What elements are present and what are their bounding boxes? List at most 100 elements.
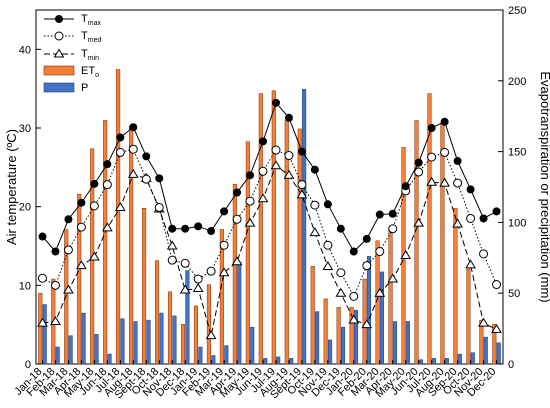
bar-eto [116, 69, 121, 365]
point-tmed [193, 274, 203, 284]
legend-p-swatch [43, 82, 75, 93]
bar-eto [193, 305, 199, 365]
point-tmin [166, 240, 178, 250]
bar-p [379, 271, 385, 365]
bar-eto [479, 319, 484, 365]
point-tmax [129, 123, 138, 132]
bar-eto [180, 324, 186, 365]
bar-eto [232, 183, 237, 365]
series-line-tmax [42, 101, 497, 253]
legend-item-tmax: Tmax [44, 13, 101, 27]
y-axis-title: Air temperature (ºC) [4, 129, 19, 245]
point-tmed [388, 224, 398, 234]
point-tmin [465, 259, 476, 269]
bar-eto [453, 207, 458, 365]
point-tmed [128, 144, 138, 154]
point-tmin [88, 251, 100, 261]
point-tmax [168, 224, 177, 233]
y-tick-label: 10 [19, 280, 31, 292]
point-tmed [492, 280, 502, 290]
y-tick-label: 0 [25, 359, 31, 371]
point-tmin [348, 314, 360, 324]
bar-eto [38, 292, 43, 365]
point-tmin [426, 176, 438, 186]
point-tmax [38, 232, 47, 241]
point-tmin [452, 218, 463, 228]
point-tmax [207, 227, 216, 236]
bar-eto [142, 207, 147, 365]
point-tmax [90, 179, 99, 188]
point-tmed [180, 258, 190, 268]
point-tmin [37, 317, 48, 327]
point-tmax [246, 171, 255, 180]
point-tmed [310, 200, 320, 210]
point-tmin [270, 160, 282, 170]
point-tmax [284, 113, 293, 122]
bar-p [457, 353, 462, 365]
bar-p [263, 358, 268, 365]
bar-eto [167, 291, 173, 365]
bar-p [418, 359, 423, 365]
point-tmin [413, 217, 425, 227]
point-tmed [362, 261, 372, 271]
bar-eto [129, 125, 134, 365]
y2-tick-label: 200 [508, 76, 526, 88]
bar-eto [297, 128, 302, 365]
bar-p [431, 358, 436, 365]
bar-p [483, 336, 488, 365]
bar-eto [466, 268, 471, 365]
legend-item-eto: ETo [43, 65, 99, 79]
bar-p [496, 342, 501, 365]
point-tmin [76, 260, 87, 270]
bar-eto [77, 193, 82, 365]
point-tmin [478, 317, 489, 327]
bar-p [328, 339, 333, 365]
point-tmax [220, 207, 229, 216]
legend-item-tmin: Tmin [44, 48, 99, 62]
bar-p [172, 315, 177, 365]
point-tmin [296, 189, 308, 199]
bar-p [55, 346, 60, 365]
point-tmed [141, 174, 151, 184]
point-tmed [102, 180, 112, 190]
point-tmed [349, 291, 359, 301]
bar-p [276, 356, 281, 365]
legend-tmed-label: Tmed [81, 30, 101, 44]
legend-item-p: P [43, 82, 88, 94]
point-tmed [323, 240, 333, 250]
y-tick-label: 20 [19, 202, 31, 214]
point-tmin [218, 267, 230, 277]
bar-eto [245, 141, 250, 365]
point-tmed [466, 213, 476, 223]
legend-item-tmed: Tmed [44, 30, 101, 44]
legend-p-label: P [81, 82, 88, 94]
bar-eto [219, 229, 224, 365]
bar-eto [64, 229, 69, 365]
point-tmed [37, 273, 47, 283]
point-tmin [322, 260, 334, 270]
y2-tick-label: 100 [508, 217, 526, 229]
bar-eto [154, 260, 160, 365]
point-tmed [89, 201, 99, 211]
point-tmax [375, 210, 384, 219]
point-tmax [336, 224, 345, 233]
plot-area [35, 9, 504, 365]
point-tmed [50, 280, 60, 290]
bar-p [42, 304, 47, 365]
y2-axis-title: Evapotranspiration or precipitation (mm) [538, 71, 550, 302]
bar-p [289, 358, 294, 365]
legend-eto-swatch [43, 65, 75, 76]
bar-p [340, 326, 346, 365]
point-tmin [244, 217, 256, 227]
bar-p [353, 309, 359, 365]
point-tmax [181, 224, 190, 233]
point-tmed [271, 145, 281, 155]
bar-eto [388, 227, 393, 365]
bar-p [302, 89, 307, 365]
bar-eto [414, 120, 419, 365]
point-tmax [310, 165, 319, 174]
point-tmin [361, 319, 373, 329]
bar-eto [427, 93, 432, 365]
bar-p [159, 312, 164, 365]
